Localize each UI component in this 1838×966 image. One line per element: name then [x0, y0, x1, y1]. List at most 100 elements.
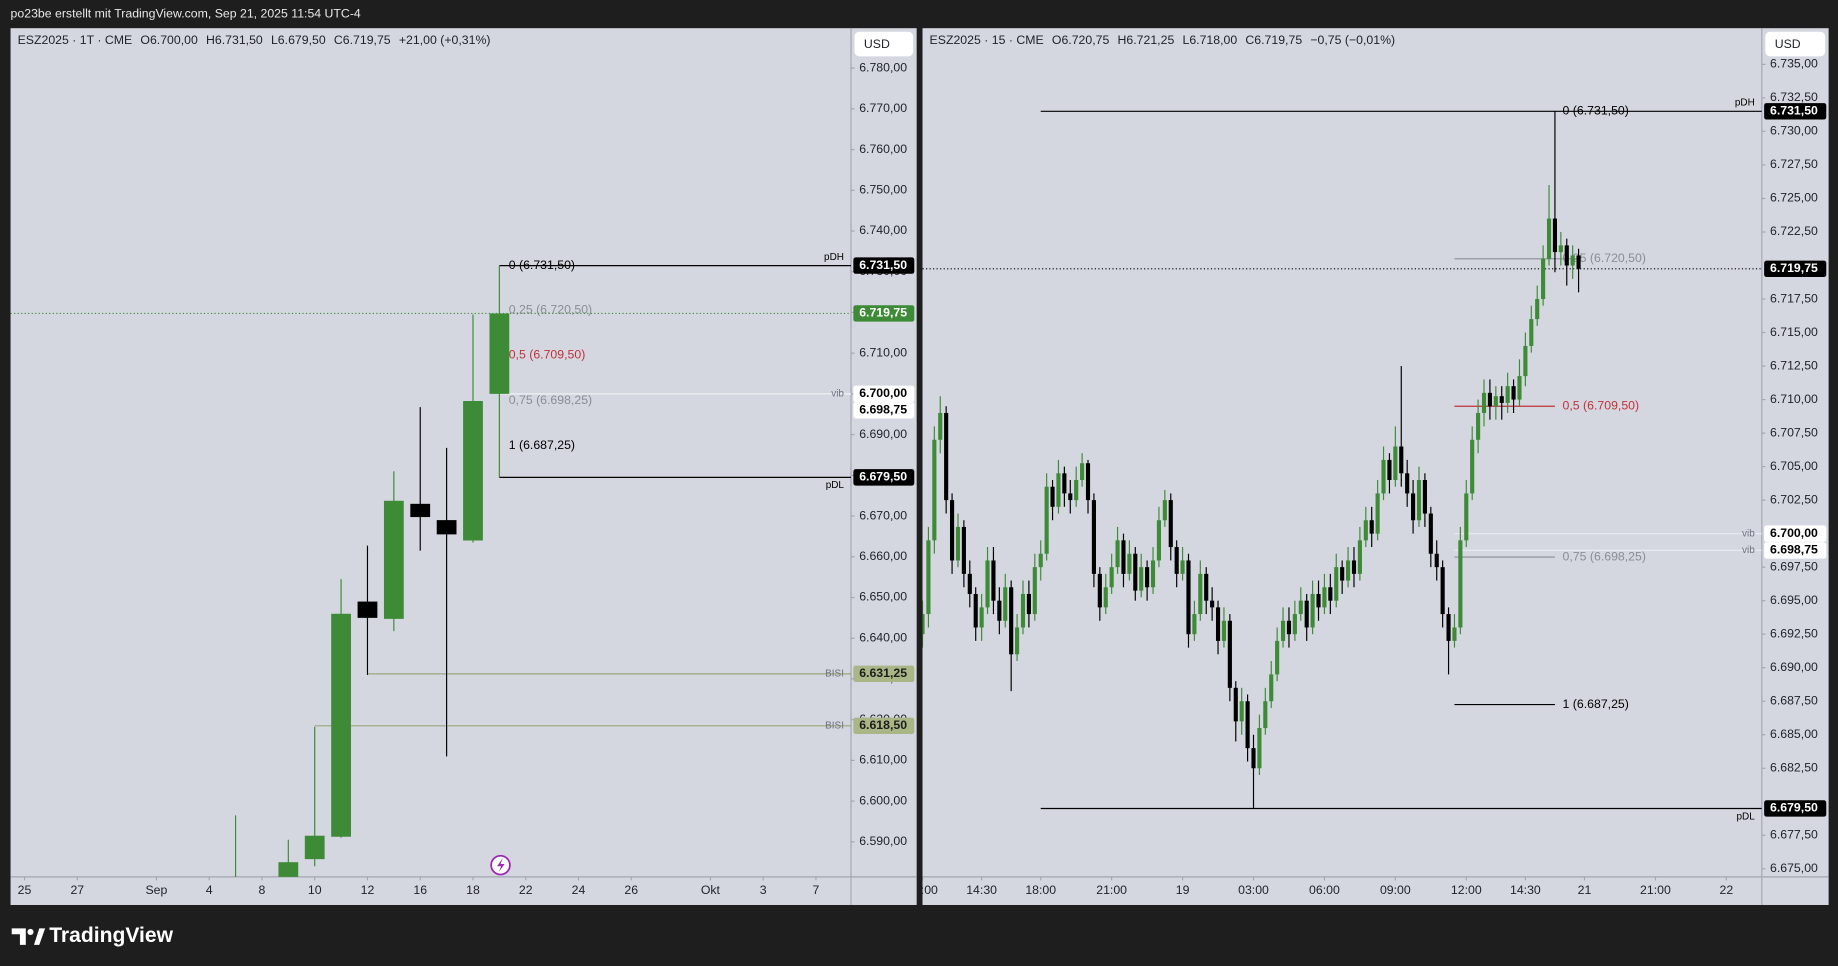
- x-tick-label: 22: [1720, 883, 1734, 897]
- currency[interactable]: USD: [1775, 37, 1801, 51]
- candle-body: [938, 412, 943, 440]
- y-tick-label: 6.600,00: [859, 793, 907, 807]
- candle-body: [1529, 319, 1534, 346]
- y-tick-label: 6.710,00: [1770, 392, 1818, 406]
- candle-body: [357, 601, 378, 618]
- candle-body: [1322, 587, 1327, 608]
- price-tag: [853, 385, 915, 403]
- x-tick-label: Okt: [701, 883, 721, 897]
- candle-body: [1499, 396, 1504, 403]
- price-tag-label: 6.698,75: [1770, 543, 1818, 557]
- currency-box[interactable]: [1765, 31, 1826, 57]
- candle-body: [1458, 540, 1463, 628]
- candle-body: [1139, 567, 1144, 591]
- price-tag-label: 6.698,75: [859, 403, 907, 417]
- price-tag-label: 6.679,50: [859, 470, 907, 484]
- price-tag: [853, 257, 915, 274]
- y-tick-label: 6.660,00: [859, 549, 907, 563]
- x-tick-label: 06:00: [1309, 883, 1340, 897]
- candle-body: [1245, 701, 1250, 749]
- candle-body: [1032, 567, 1037, 615]
- y-tick-label: 6.692,50: [1770, 626, 1818, 640]
- chart-legend: ESZ2025 · 1T · CME O6.700,00 H6.731,50 L6.6…: [18, 33, 491, 47]
- price-tag: [1764, 800, 1827, 817]
- candle-body: [1381, 459, 1386, 494]
- right-panel: [922, 28, 1829, 905]
- price-tag-label: 6.719,75: [1770, 261, 1818, 275]
- fib-label: 0,75 (6.698,25): [509, 393, 592, 407]
- candle-body: [1286, 620, 1292, 635]
- candle-body: [1074, 480, 1079, 501]
- y-tick-label: 6.695,00: [1770, 593, 1818, 607]
- candle-body: [922, 614, 925, 635]
- x-tick-label: 10: [308, 883, 322, 897]
- x-tick-label: 12:00: [1451, 883, 1482, 897]
- fib-label: 0,5 (6.709,50): [1563, 399, 1640, 413]
- candle-body: [1570, 255, 1575, 266]
- price-tag: [1764, 260, 1827, 278]
- x-tick-label: 7: [813, 883, 820, 897]
- candle-body: [1050, 486, 1055, 507]
- candle-body: [1464, 493, 1469, 541]
- candle-body: [1026, 593, 1031, 615]
- candle-body: [1162, 500, 1167, 521]
- price-tag-label: 6.731,50: [859, 258, 907, 272]
- candle-body: [463, 401, 483, 541]
- currency[interactable]: USD: [864, 37, 890, 51]
- ohlc-value: +21,00 (+0,31%): [399, 33, 491, 47]
- candle-body: [1275, 640, 1280, 675]
- ohlc-value: H6.721,25: [1118, 33, 1175, 47]
- x-tick-label: 3: [760, 883, 767, 897]
- y-tick-label: 6.750,00: [859, 183, 907, 197]
- candle-body: [1003, 587, 1008, 621]
- currency-box[interactable]: [854, 31, 914, 57]
- fib-label: 0,25 (6.720,50): [509, 303, 592, 317]
- x-tick-label: 19: [1176, 883, 1190, 897]
- candle-body: [1085, 463, 1091, 501]
- price-tag: [853, 665, 915, 683]
- candle-body: [1422, 480, 1427, 514]
- candle-body: [1405, 473, 1410, 494]
- candle-body: [383, 500, 404, 619]
- x-tick-label: 4: [206, 883, 213, 897]
- candle-body: [1210, 600, 1215, 608]
- candle-body: [1233, 687, 1238, 722]
- candle-body: [1375, 493, 1380, 534]
- candle-body: [1487, 392, 1492, 407]
- candle-body: [1038, 553, 1043, 568]
- symbol-title: ESZ2025 · 15 · CME: [930, 33, 1044, 47]
- candle-body: [955, 526, 961, 561]
- candle-body: [1552, 218, 1558, 253]
- candle-body: [1198, 573, 1203, 615]
- level-name: vib: [831, 389, 844, 400]
- ohlc-value: L6.679,50: [271, 33, 326, 47]
- brand-name: TradingView: [49, 924, 173, 947]
- candle-body: [1174, 547, 1179, 574]
- candle-body: [1080, 463, 1085, 481]
- level-name: BISI: [825, 720, 844, 731]
- fib-label: 0,25 (6.720,50): [1563, 251, 1646, 265]
- y-tick-label: 6.687,50: [1770, 693, 1818, 707]
- candle-body: [1446, 614, 1451, 641]
- y-tick-label: 6.770,00: [859, 101, 907, 115]
- candle-body: [1357, 540, 1362, 574]
- price-axis: 6.590,006.600,006.610,006.620,006.630,00…: [851, 60, 915, 848]
- fib-label: 0,75 (6.698,25): [1563, 549, 1646, 563]
- candle-body: [1127, 553, 1132, 574]
- alert-icon[interactable]: [490, 854, 511, 876]
- candle-body: [926, 540, 931, 615]
- x-tick-label: 12: [361, 883, 375, 897]
- candle-body: [410, 503, 431, 518]
- x-tick-label: 18:00: [1025, 883, 1056, 897]
- candle-body: [1416, 480, 1422, 521]
- candle-body: [961, 526, 966, 574]
- candle-body: [1221, 620, 1227, 641]
- candle-body: [1269, 674, 1274, 702]
- price-tag: [1764, 542, 1827, 559]
- y-tick-label: 6.717,50: [1770, 291, 1818, 305]
- candle-body: [1257, 728, 1262, 769]
- ohlc-value: L6.718,00: [1182, 33, 1237, 47]
- x-tick-label: 14:30: [966, 883, 997, 897]
- y-tick-label: 6.690,00: [1770, 660, 1818, 674]
